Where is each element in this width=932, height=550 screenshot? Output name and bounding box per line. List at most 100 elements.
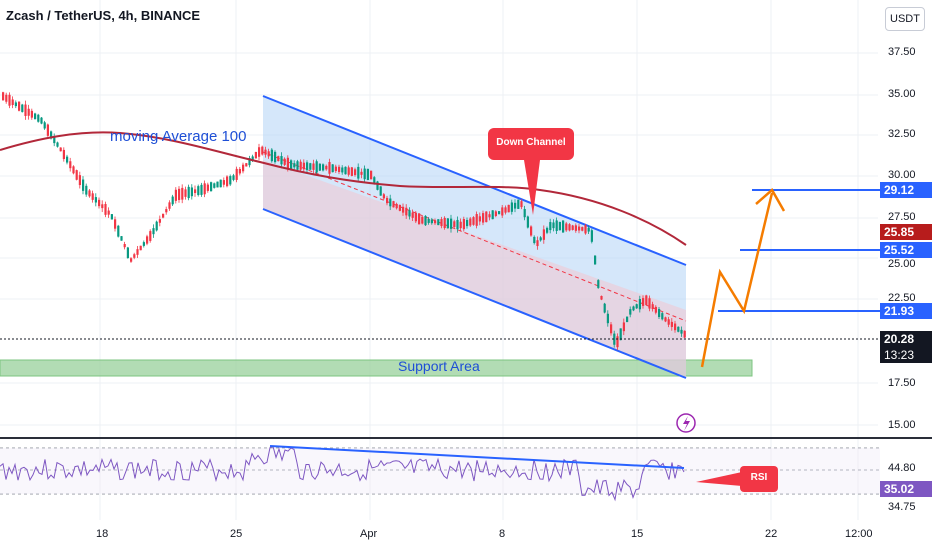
- candle-body: [386, 197, 389, 204]
- candle-body: [184, 189, 187, 197]
- candle-body: [680, 329, 683, 334]
- moving-average-100-line: [0, 131, 687, 246]
- candle-body: [376, 181, 379, 190]
- candle-body: [194, 189, 197, 194]
- candle-body: [574, 225, 577, 231]
- candle-body: [514, 202, 517, 209]
- candle-body: [114, 219, 117, 229]
- candle-body: [555, 220, 558, 231]
- currency-button[interactable]: USDT: [885, 7, 925, 31]
- candle-body: [434, 220, 437, 224]
- candle-body: [402, 206, 405, 213]
- candle-body: [149, 231, 152, 241]
- candle-body: [488, 214, 491, 218]
- candle-body: [603, 303, 606, 313]
- candle-body: [139, 245, 142, 251]
- candle-body: [107, 210, 110, 215]
- candle-body: [485, 211, 488, 223]
- candle-body: [667, 319, 670, 325]
- candle-body: [290, 160, 293, 170]
- candle-body: [232, 175, 235, 180]
- candle-body: [213, 183, 216, 188]
- rsi-tick: 44.80: [888, 462, 916, 474]
- price-tick: 27.50: [888, 211, 916, 223]
- candle-body: [197, 186, 200, 195]
- candle-body: [53, 136, 56, 144]
- candle-body: [82, 179, 85, 191]
- candle-body: [178, 188, 181, 200]
- candle-body: [533, 236, 536, 243]
- candle-body: [133, 254, 136, 258]
- candle-body: [536, 240, 539, 247]
- candle-body: [437, 219, 440, 226]
- candle-body: [267, 151, 270, 157]
- support-area-label: Support Area: [398, 358, 480, 374]
- candle-body: [443, 217, 446, 228]
- candle-body: [373, 177, 376, 184]
- candle-body: [363, 168, 366, 180]
- candle-body: [475, 214, 478, 226]
- symbol-title[interactable]: Zcash / TetherUS, 4h, BINANCE: [6, 8, 201, 23]
- rsi-trendline: [269, 445, 685, 469]
- price-tick: 15.00: [888, 419, 916, 431]
- candle-body: [187, 186, 190, 199]
- candle-body: [542, 229, 545, 240]
- candle-body: [370, 170, 373, 180]
- channel-lower-line: [262, 208, 687, 379]
- candle-body: [642, 298, 645, 306]
- candle-body: [469, 218, 472, 226]
- candle-body: [558, 221, 561, 231]
- candle-body: [552, 222, 555, 229]
- candle-body: [120, 236, 123, 241]
- candle-body: [450, 218, 453, 229]
- candle-body: [322, 164, 325, 171]
- candle-body: [30, 110, 33, 118]
- candle-body: [283, 158, 286, 165]
- candle-body: [565, 223, 568, 231]
- candle-body: [72, 166, 75, 174]
- candle-body: [626, 316, 629, 323]
- time-tick: 8: [499, 528, 506, 540]
- candle-body: [325, 165, 328, 170]
- candle-body: [274, 151, 277, 163]
- candle-body: [117, 225, 120, 237]
- candle-body: [562, 220, 565, 233]
- candle-body: [398, 204, 401, 211]
- candle-body: [299, 161, 302, 170]
- candle-body: [670, 321, 673, 327]
- candle-body: [344, 166, 347, 175]
- candle-body: [59, 147, 62, 152]
- candle-body: [296, 161, 299, 170]
- candle-body: [587, 227, 590, 232]
- candle-body: [14, 102, 17, 107]
- current-price-tag: 20.28: [880, 331, 932, 347]
- candle-body: [594, 255, 597, 265]
- candle-body: [152, 228, 155, 235]
- price-tick: 37.50: [888, 46, 916, 58]
- candle-body: [645, 295, 648, 305]
- candlestick-series: [2, 91, 686, 351]
- candle-body: [155, 221, 158, 231]
- candle-body: [56, 142, 59, 147]
- candle-body: [104, 203, 107, 215]
- candle-body: [430, 219, 433, 224]
- candle-body: [478, 216, 481, 222]
- pane-divider[interactable]: [0, 437, 932, 439]
- candle-body: [174, 189, 177, 201]
- candle-body: [504, 207, 507, 213]
- channel-upper-line: [262, 95, 687, 266]
- candle-body: [366, 168, 369, 181]
- target-high-tag: 29.12: [880, 182, 932, 198]
- candle-body: [18, 101, 21, 111]
- candle-body: [526, 216, 529, 228]
- candle-body: [395, 203, 398, 209]
- candle-body: [270, 149, 273, 162]
- candle-body: [2, 92, 5, 101]
- candle-body: [635, 304, 638, 309]
- target-mid-tag: 25.52: [880, 242, 932, 258]
- candle-body: [482, 213, 485, 223]
- candle-body: [632, 306, 635, 311]
- candle-body: [674, 323, 677, 331]
